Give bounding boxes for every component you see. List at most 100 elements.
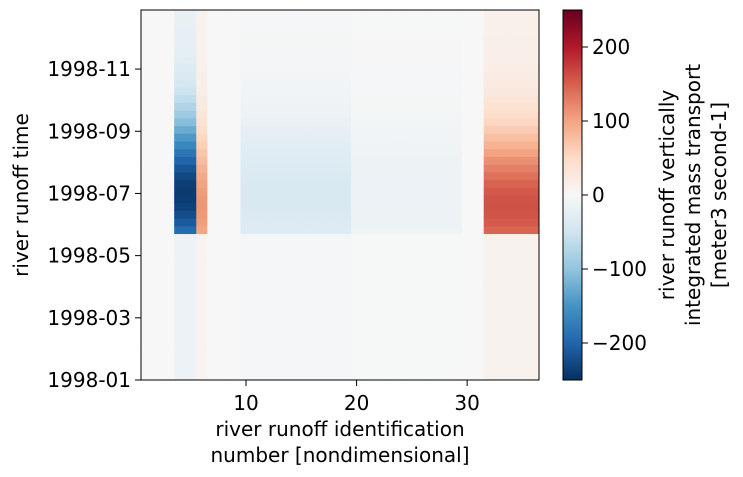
heat-cell	[251, 156, 264, 165]
heat-cell	[351, 248, 363, 258]
heat-cell	[196, 125, 208, 134]
heat-cell	[527, 287, 539, 296]
heat-cell	[406, 218, 418, 227]
heat-cell	[174, 195, 186, 204]
heat-cell	[384, 156, 396, 165]
heat-cell	[273, 218, 286, 227]
heat-cell	[461, 164, 474, 173]
heat-cell	[494, 33, 507, 42]
heat-cell	[351, 179, 363, 188]
heat-cell	[262, 302, 275, 312]
heat-cell	[450, 272, 463, 281]
heat-cell	[494, 318, 507, 327]
heat-cell	[328, 356, 341, 366]
heat-cell	[152, 125, 164, 134]
heat-cell	[262, 179, 275, 188]
heat-cell	[174, 71, 186, 80]
heat-cell	[406, 141, 418, 150]
heat-cell	[185, 248, 197, 258]
heat-cell	[295, 156, 308, 165]
heat-cell	[428, 202, 440, 211]
heat-cell	[428, 179, 440, 188]
heat-cell	[340, 333, 352, 342]
heat-cell	[340, 302, 352, 312]
y-tick-label: 1998-05	[47, 244, 131, 268]
heat-cell	[351, 202, 363, 211]
heat-cell	[328, 156, 341, 165]
heat-cell	[207, 10, 219, 19]
heat-cell	[141, 87, 153, 96]
heat-cell	[428, 102, 440, 111]
heat-cell	[218, 248, 230, 258]
heat-cell	[295, 110, 308, 119]
heat-cell	[262, 125, 275, 134]
heat-cell	[384, 102, 396, 111]
heat-cell	[450, 179, 463, 188]
heat-cell	[351, 133, 363, 142]
heat-cell	[472, 179, 485, 188]
heat-cell	[141, 241, 153, 250]
heat-cell	[163, 241, 175, 250]
heat-cell	[362, 156, 374, 165]
heat-cell	[141, 171, 153, 181]
heat-cell	[450, 25, 463, 34]
heat-cell	[450, 94, 463, 103]
heat-cell	[240, 56, 253, 65]
heat-cell	[384, 248, 396, 258]
heat-cell	[295, 272, 308, 281]
heat-cell	[317, 225, 330, 235]
heat-cell	[196, 264, 208, 273]
heat-cell	[141, 310, 153, 319]
heat-cell	[306, 256, 319, 265]
heat-cell	[428, 148, 440, 157]
heat-cell	[295, 87, 308, 96]
heat-cell	[218, 102, 230, 111]
heat-cell	[505, 356, 518, 366]
heat-cell	[240, 341, 253, 350]
heat-cell	[218, 326, 230, 335]
heat-cell	[273, 233, 286, 242]
heat-cell	[284, 295, 297, 304]
heat-cell	[428, 264, 440, 273]
heatmap-cells	[141, 10, 539, 380]
heat-cell	[406, 210, 418, 219]
heat-cell	[362, 179, 374, 188]
heat-cell	[196, 10, 208, 19]
heat-cell	[229, 10, 241, 19]
heat-cell	[483, 133, 496, 142]
heat-cell	[229, 164, 241, 173]
heat-cell	[185, 25, 197, 34]
heat-cell	[340, 364, 352, 373]
heat-cell	[240, 25, 253, 34]
heat-cell	[141, 48, 153, 57]
heat-cell	[494, 63, 507, 73]
heat-cell	[340, 287, 352, 296]
heat-cell	[185, 326, 197, 335]
heat-cell	[395, 25, 407, 34]
heat-cell	[362, 117, 374, 127]
heat-cell	[141, 133, 153, 142]
heat-cell	[351, 195, 363, 204]
heat-cell	[351, 295, 363, 304]
heat-cell	[317, 133, 330, 142]
heat-cell	[273, 279, 286, 288]
heat-cell	[461, 79, 474, 88]
heat-cell	[483, 318, 496, 327]
heat-cell	[273, 256, 286, 265]
heat-cell	[340, 341, 352, 350]
heat-cell	[141, 110, 153, 119]
heat-cell	[141, 349, 153, 358]
heat-cell	[395, 287, 407, 296]
heat-cell	[251, 48, 264, 57]
heat-cell	[340, 264, 352, 273]
heat-cell	[494, 141, 507, 150]
heat-cell	[461, 148, 474, 157]
heat-cell	[384, 187, 396, 196]
heat-cell	[527, 210, 539, 219]
heat-cell	[163, 333, 175, 342]
heat-cell	[439, 364, 452, 373]
heat-cell	[351, 117, 363, 127]
heat-cell	[417, 102, 429, 111]
heat-cell	[240, 40, 253, 50]
heat-cell	[284, 310, 297, 319]
